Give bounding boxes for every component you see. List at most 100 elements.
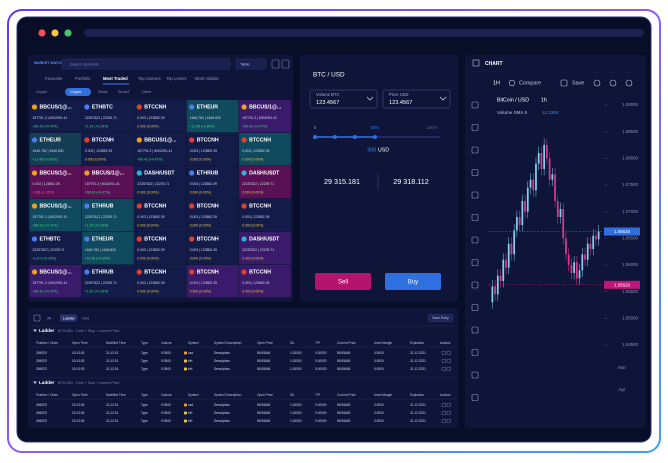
symbol-tile[interactable] — [134, 265, 187, 298]
order-field[interactable] — [382, 89, 451, 109]
row-action[interactable] — [446, 351, 451, 356]
symbol-tile[interactable] — [186, 232, 239, 265]
market-tab[interactable]: Top Gainers — [138, 76, 161, 81]
row-action[interactable] — [446, 367, 451, 372]
slider-step[interactable] — [333, 135, 337, 139]
drawing-tool[interactable] — [471, 124, 479, 131]
symbol-tile[interactable] — [29, 166, 82, 199]
symbol-tile[interactable] — [81, 133, 134, 166]
symbol-tile[interactable] — [134, 100, 187, 133]
symbol-tile[interactable] — [186, 265, 239, 298]
row-action[interactable] — [446, 419, 451, 424]
symbol-tile[interactable] — [81, 100, 134, 133]
order-field[interactable] — [309, 89, 378, 109]
symbol-tile[interactable] — [239, 232, 291, 265]
drawing-tool[interactable] — [471, 101, 479, 109]
collapse-arrow[interactable] — [33, 381, 37, 385]
symbol-tile[interactable] — [134, 166, 187, 199]
save-button[interactable]: Save — [572, 80, 584, 86]
symbol-tile[interactable] — [81, 199, 134, 232]
drawing-tool[interactable] — [471, 259, 479, 266]
slider-step[interactable] — [313, 135, 317, 139]
row-action[interactable] — [446, 411, 451, 416]
drawing-tool[interactable] — [471, 236, 479, 244]
buy-button[interactable] — [385, 273, 441, 290]
slider-step[interactable] — [353, 135, 357, 139]
slider-step[interactable] — [373, 135, 377, 139]
market-subtab[interactable]: Stock — [98, 90, 108, 94]
symbol-tile[interactable] — [134, 133, 187, 166]
symbol-tile[interactable] — [29, 133, 82, 166]
drawing-tool[interactable] — [471, 326, 479, 334]
drawing-tool[interactable] — [471, 214, 479, 221]
compare-button[interactable]: Compare — [519, 80, 541, 86]
toolbar-icon[interactable] — [271, 59, 280, 69]
coin-icon — [84, 269, 90, 275]
window-minimize[interactable] — [51, 29, 59, 37]
market-subtab[interactable]: StockT — [118, 90, 130, 94]
row-action[interactable] — [441, 411, 446, 416]
save-entry-button[interactable] — [427, 314, 454, 322]
row-action[interactable] — [441, 419, 446, 424]
toolbar-icon[interactable] — [609, 79, 617, 87]
symbol-tile[interactable] — [81, 265, 134, 298]
tile-price: 0.003 | 123852.39 — [137, 281, 164, 285]
drawing-tool[interactable] — [471, 394, 479, 401]
symbol-tile[interactable] — [239, 265, 291, 298]
ladder-tool[interactable]: Ladder — [63, 316, 76, 320]
symbol-tile[interactable] — [186, 166, 239, 199]
row-action[interactable] — [446, 359, 451, 364]
symbol-tile[interactable] — [239, 100, 291, 133]
drawing-tool[interactable] — [471, 281, 479, 289]
ladder-tool[interactable]: Grid — [82, 316, 89, 320]
drawing-tool[interactable] — [471, 349, 479, 356]
search-box[interactable] — [61, 58, 231, 70]
toolbar-icon[interactable] — [593, 79, 601, 87]
symbol-tile[interactable] — [29, 265, 82, 298]
row-action[interactable] — [441, 403, 446, 408]
row-action[interactable] — [441, 367, 446, 372]
symbol-tile[interactable] — [186, 133, 239, 166]
symbol-tile[interactable] — [239, 133, 291, 166]
symbol-tile[interactable] — [239, 166, 291, 199]
view-dropdown[interactable] — [235, 58, 267, 70]
drawing-tool[interactable] — [471, 371, 479, 379]
market-subtab[interactable]: Other — [142, 90, 152, 94]
row-action[interactable] — [446, 403, 451, 408]
symbol-tile[interactable] — [134, 232, 187, 265]
symbol-tile[interactable] — [239, 199, 291, 232]
symbol-tile[interactable] — [29, 199, 82, 232]
symbol-tile[interactable] — [81, 232, 134, 265]
symbol-tile[interactable] — [29, 100, 82, 133]
symbol-tile[interactable] — [81, 166, 134, 199]
market-subtab[interactable]: Crypto — [70, 90, 81, 94]
market-tab[interactable]: Most Traded — [103, 76, 128, 81]
row-action[interactable] — [441, 359, 446, 364]
window-close[interactable] — [38, 29, 46, 37]
market-tab[interactable]: Top Losers — [166, 76, 186, 81]
interval-button[interactable]: 1H — [493, 80, 500, 86]
symbol-tile[interactable] — [186, 100, 239, 133]
market-subtab[interactable]: Crypto — [36, 90, 47, 94]
subtab-pill[interactable] — [65, 88, 91, 96]
drawing-tool[interactable] — [471, 304, 479, 311]
sell-button[interactable] — [315, 273, 371, 290]
market-tab[interactable]: Favourite — [45, 76, 63, 81]
symbol-tile[interactable] — [29, 232, 82, 265]
drawing-tool[interactable] — [471, 146, 479, 154]
row-action[interactable] — [441, 351, 446, 356]
drawing-tool[interactable] — [471, 169, 479, 176]
collapse-arrow[interactable] — [33, 329, 37, 333]
drawing-tool[interactable] — [471, 191, 479, 199]
symbol-tile[interactable] — [186, 199, 239, 232]
toolbar-icon[interactable] — [625, 79, 633, 87]
tool-pill[interactable] — [60, 314, 77, 322]
ladder-tool[interactable]: All — [47, 316, 51, 320]
tool-icon[interactable] — [33, 314, 41, 322]
market-tab[interactable]: Portfolio — [75, 76, 91, 81]
symbol-tile[interactable] — [134, 199, 187, 232]
address-bar[interactable] — [84, 29, 644, 37]
market-tab[interactable]: Most Volatile — [195, 76, 219, 81]
window-maximize[interactable] — [64, 29, 72, 37]
toolbar-icon[interactable] — [281, 59, 290, 69]
